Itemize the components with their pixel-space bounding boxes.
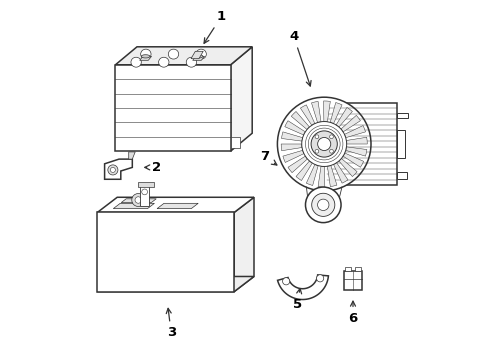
Polygon shape <box>113 203 154 209</box>
Circle shape <box>108 165 118 175</box>
Circle shape <box>305 187 341 222</box>
Bar <box>344 267 351 271</box>
Polygon shape <box>312 102 321 122</box>
Polygon shape <box>339 158 357 176</box>
Polygon shape <box>285 121 305 135</box>
Polygon shape <box>193 57 204 60</box>
Polygon shape <box>281 144 302 151</box>
Ellipse shape <box>141 55 150 58</box>
Polygon shape <box>306 165 318 185</box>
Polygon shape <box>121 199 156 203</box>
Polygon shape <box>291 112 310 130</box>
Text: 6: 6 <box>348 301 358 325</box>
Polygon shape <box>397 172 407 179</box>
Polygon shape <box>323 101 330 122</box>
Ellipse shape <box>186 57 196 67</box>
Circle shape <box>330 135 333 139</box>
Ellipse shape <box>196 49 206 59</box>
Polygon shape <box>346 137 368 144</box>
Circle shape <box>302 122 346 166</box>
Polygon shape <box>281 132 303 141</box>
Circle shape <box>110 167 116 172</box>
Circle shape <box>277 97 371 191</box>
Polygon shape <box>116 65 231 151</box>
Ellipse shape <box>194 55 203 58</box>
Polygon shape <box>140 186 149 206</box>
Polygon shape <box>116 47 252 65</box>
Text: 3: 3 <box>166 309 176 339</box>
Circle shape <box>318 199 329 211</box>
Bar <box>343 271 363 290</box>
Text: 5: 5 <box>293 288 302 311</box>
Polygon shape <box>277 275 328 300</box>
Polygon shape <box>138 182 153 187</box>
Polygon shape <box>326 103 397 185</box>
Polygon shape <box>397 113 409 118</box>
Circle shape <box>330 149 333 153</box>
Circle shape <box>283 278 290 285</box>
Polygon shape <box>98 197 254 212</box>
Text: 4: 4 <box>289 30 311 86</box>
Polygon shape <box>283 150 304 162</box>
Circle shape <box>311 131 337 157</box>
Polygon shape <box>318 166 325 187</box>
Text: 7: 7 <box>260 150 277 165</box>
Polygon shape <box>191 51 203 59</box>
Polygon shape <box>336 107 352 127</box>
Polygon shape <box>140 57 151 60</box>
Ellipse shape <box>169 49 179 59</box>
Bar <box>355 267 361 271</box>
Ellipse shape <box>159 57 169 67</box>
Polygon shape <box>98 276 254 292</box>
Polygon shape <box>327 166 337 186</box>
Polygon shape <box>231 47 252 151</box>
Circle shape <box>135 197 142 203</box>
Circle shape <box>315 135 319 139</box>
Polygon shape <box>341 115 361 132</box>
Polygon shape <box>344 126 366 138</box>
Circle shape <box>132 194 145 207</box>
Polygon shape <box>234 197 254 292</box>
Text: 2: 2 <box>145 161 161 174</box>
Polygon shape <box>334 163 348 183</box>
Polygon shape <box>129 152 135 159</box>
Ellipse shape <box>141 49 151 59</box>
Polygon shape <box>296 161 312 181</box>
Circle shape <box>312 193 335 216</box>
Ellipse shape <box>131 57 141 67</box>
Polygon shape <box>330 103 342 123</box>
Polygon shape <box>346 147 367 156</box>
Polygon shape <box>157 203 198 209</box>
Polygon shape <box>343 153 364 167</box>
Polygon shape <box>397 130 405 158</box>
Circle shape <box>315 149 319 153</box>
Polygon shape <box>104 159 132 179</box>
Circle shape <box>142 189 147 195</box>
Text: 1: 1 <box>204 10 226 43</box>
Circle shape <box>317 275 324 282</box>
Polygon shape <box>288 156 307 173</box>
Polygon shape <box>231 137 240 148</box>
Circle shape <box>318 138 331 150</box>
Polygon shape <box>300 105 315 125</box>
Polygon shape <box>98 212 234 292</box>
